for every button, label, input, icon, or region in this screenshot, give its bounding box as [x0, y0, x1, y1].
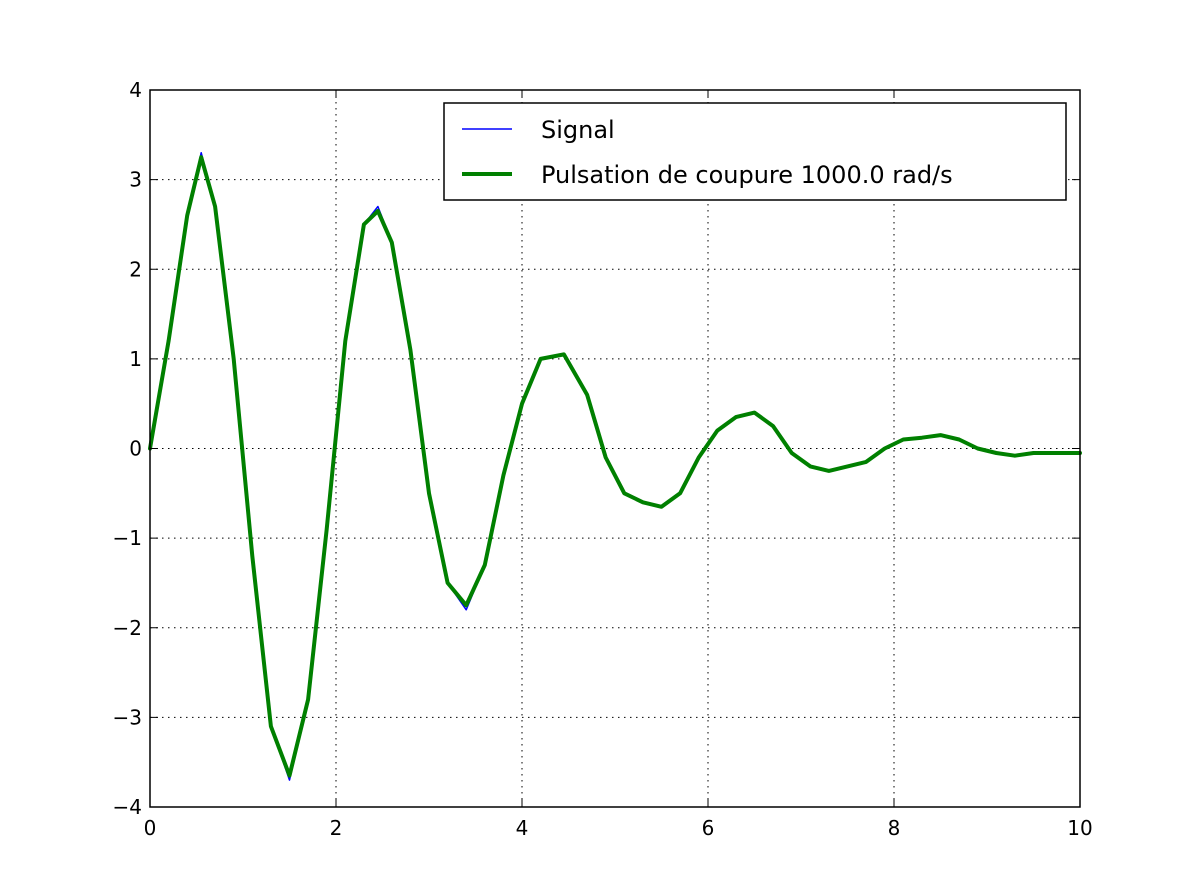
- y-tick-label: 1: [129, 347, 142, 371]
- legend-label-signal: Signal: [541, 116, 615, 144]
- y-tick-label: −2: [113, 616, 142, 640]
- y-tick-label: −4: [113, 795, 142, 819]
- legend-box: [443, 102, 1067, 201]
- series-lines: [148, 151, 1082, 781]
- y-tick-label: 4: [129, 78, 142, 102]
- y-tick-label: 3: [129, 168, 142, 192]
- axis-ticks: 0 2 4 6 8 10 −4 −3 −2 −1 0 1 2 3 4: [113, 78, 1093, 840]
- x-tick-label: 4: [516, 816, 529, 840]
- y-tick-label: 0: [129, 437, 142, 461]
- y-tick-label: −3: [113, 705, 142, 729]
- legend: Signal Pulsation de coupure 1000.0 rad/s: [443, 102, 1067, 201]
- x-tick-label: 2: [330, 816, 343, 840]
- x-tick-label: 6: [702, 816, 715, 840]
- y-tick-label: 2: [129, 257, 142, 281]
- x-tick-label: 10: [1067, 816, 1092, 840]
- y-tick-label: −1: [113, 526, 142, 550]
- x-tick-label: 8: [888, 816, 901, 840]
- legend-label-filtered: Pulsation de coupure 1000.0 rad/s: [541, 161, 953, 189]
- x-tick-label: 0: [144, 816, 157, 840]
- series-line-1: [148, 155, 1082, 778]
